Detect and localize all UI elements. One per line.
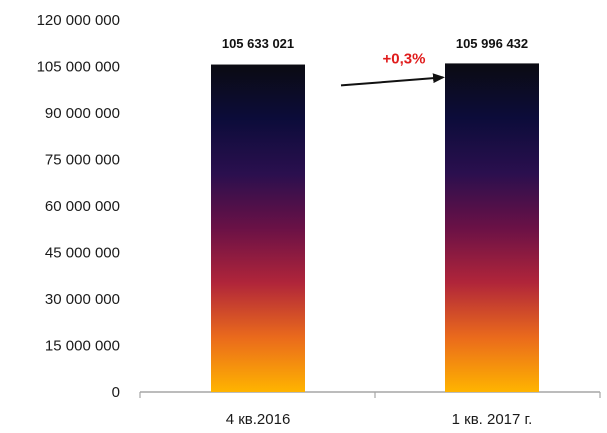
y-tick-label: 120 000 000 [37, 12, 120, 29]
y-tick-label: 60 000 000 [45, 198, 120, 215]
bars [211, 63, 539, 393]
x-tick-label: 1 кв. 2017 г. [452, 411, 533, 428]
change-annotation: +0,3% [340, 50, 445, 87]
y-tick-label: 105 000 000 [37, 59, 120, 76]
data-labels: 105 633 021 105 996 432 [222, 36, 528, 51]
x-tick-label: 4 кв.2016 [226, 411, 291, 428]
data-label: 105 996 432 [456, 36, 528, 51]
bar [445, 63, 539, 392]
y-tick-label: 0 [112, 384, 120, 401]
change-percent-label: +0,3% [383, 50, 426, 67]
y-tick-label: 15 000 000 [45, 338, 120, 355]
data-label: 105 633 021 [222, 36, 294, 51]
x-axis: 4 кв.2016 1 кв. 2017 г. [139, 391, 601, 428]
change-arrow [340, 73, 445, 87]
y-axis: 0 15 000 000 30 000 000 45 000 000 60 000 00… [37, 12, 120, 401]
y-tick-label: 75 000 000 [45, 152, 120, 169]
y-tick-label: 90 000 000 [45, 105, 120, 122]
y-tick-label: 30 000 000 [45, 291, 120, 308]
y-tick-label: 45 000 000 [45, 245, 120, 262]
bar [211, 64, 305, 393]
